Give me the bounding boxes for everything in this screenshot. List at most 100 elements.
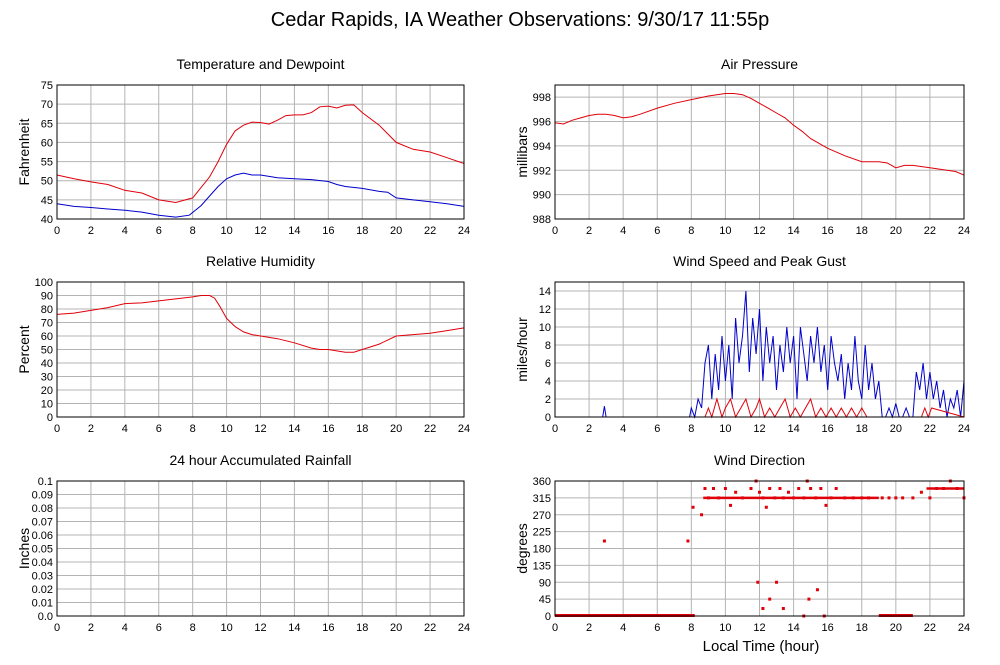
wind-y-tick-label: 12 bbox=[539, 304, 551, 316]
pressure-y-tick-label: 996 bbox=[533, 117, 551, 129]
humidity-y-tick-label: 20 bbox=[41, 385, 53, 397]
direction-x-tick-label: 6 bbox=[654, 622, 660, 634]
rain-y-tick-label: 0.0 bbox=[38, 611, 53, 623]
humidity-x-tick-label: 4 bbox=[122, 423, 128, 435]
pressure-chart-title: Air Pressure bbox=[721, 56, 798, 72]
temp-x-tick-label: 4 bbox=[122, 225, 128, 237]
pressure-x-tick-label: 2 bbox=[586, 225, 592, 237]
direction-x-tick-label: 12 bbox=[753, 622, 765, 634]
wind-y-tick-label: 8 bbox=[545, 340, 551, 352]
wind-chart-title: Wind Speed and Peak Gust bbox=[673, 253, 846, 269]
pressure-x-tick-label: 22 bbox=[924, 225, 936, 237]
humidity-chart-title: Relative Humidity bbox=[206, 253, 315, 269]
rain-x-tick-label: 24 bbox=[458, 622, 470, 634]
direction-x-tick-label: 22 bbox=[924, 622, 936, 634]
wind-x-tick-label: 2 bbox=[586, 423, 592, 435]
rain-x-tick-label: 8 bbox=[190, 622, 196, 634]
humidity-y-tick-label: 60 bbox=[41, 331, 53, 343]
direction-point bbox=[834, 487, 838, 490]
direction-x-tick-label: 18 bbox=[856, 622, 868, 634]
pressure-x-tick-label: 20 bbox=[890, 225, 902, 237]
rain-y-tick-label: 0.04 bbox=[32, 557, 53, 569]
rain-x-tick-label: 14 bbox=[288, 622, 300, 634]
temp-x-tick-label: 2 bbox=[88, 225, 94, 237]
temp-chart-title: Temperature and Dewpoint bbox=[176, 56, 344, 72]
direction-point bbox=[807, 597, 811, 601]
direction-y-tick-label: 135 bbox=[533, 560, 551, 572]
wind-x-tick-label: 14 bbox=[787, 423, 799, 435]
pressure-x-tick-label: 10 bbox=[719, 225, 731, 237]
humidity-x-tick-label: 12 bbox=[254, 423, 266, 435]
direction-point bbox=[928, 496, 932, 500]
wind-x-tick-label: 16 bbox=[822, 423, 834, 435]
wind-x-tick-label: 6 bbox=[654, 423, 660, 435]
temp-x-tick-label: 8 bbox=[190, 225, 196, 237]
wind-x-tick-label: 0 bbox=[552, 423, 558, 435]
direction-x-tick-label: 14 bbox=[787, 622, 799, 634]
direction-x-tick-label: 16 bbox=[822, 622, 834, 634]
rain-y-axis-label: Inches bbox=[16, 528, 32, 569]
rain-y-tick-label: 0.03 bbox=[32, 571, 53, 583]
rain-x-tick-label: 4 bbox=[122, 622, 128, 634]
pressure-series-0-line bbox=[554, 93, 965, 176]
direction-x-tick-label: 20 bbox=[890, 622, 902, 634]
temp-chart: Temperature and DewpointFahrenheit404550… bbox=[16, 56, 470, 237]
rain-x-tick-label: 20 bbox=[390, 622, 402, 634]
humidity-x-tick-label: 16 bbox=[322, 423, 334, 435]
humidity-x-tick-label: 24 bbox=[458, 423, 470, 435]
wind-plot-frame bbox=[554, 281, 965, 418]
pressure-x-tick-label: 6 bbox=[654, 225, 660, 237]
rain-x-tick-label: 6 bbox=[156, 622, 162, 634]
humidity-x-tick-label: 14 bbox=[288, 423, 300, 435]
temp-series-1-line bbox=[56, 172, 465, 218]
direction-x-tick-label: 10 bbox=[719, 622, 731, 634]
pressure-y-tick-label: 998 bbox=[533, 92, 551, 104]
temp-y-tick-label: 55 bbox=[41, 157, 53, 169]
rain-y-tick-label: 0.1 bbox=[38, 476, 53, 488]
direction-y-tick-label: 45 bbox=[539, 594, 551, 606]
direction-point bbox=[819, 487, 823, 490]
direction-x-tick-label: 0 bbox=[552, 622, 558, 634]
humidity-x-tick-label: 18 bbox=[356, 423, 368, 435]
wind-x-tick-label: 20 bbox=[890, 423, 902, 435]
wind-y-tick-label: 2 bbox=[545, 394, 551, 406]
wind-x-tick-label: 10 bbox=[719, 423, 731, 435]
wind-y-tick-label: 4 bbox=[545, 376, 551, 388]
rain-y-tick-label: 0.02 bbox=[32, 584, 53, 596]
temp-y-tick-label: 65 bbox=[41, 118, 53, 130]
direction-y-tick-label: 0 bbox=[545, 611, 551, 623]
wind-x-tick-label: 18 bbox=[856, 423, 868, 435]
direction-point bbox=[749, 487, 753, 490]
wind-y-axis-label: miles/hour bbox=[514, 317, 530, 382]
wind-x-tick-label: 8 bbox=[688, 423, 694, 435]
pressure-x-tick-label: 8 bbox=[688, 225, 694, 237]
pressure-x-tick-label: 18 bbox=[856, 225, 868, 237]
rain-x-tick-label: 2 bbox=[88, 622, 94, 634]
direction-chart: Wind Directiondegrees0459013518022527031… bbox=[514, 452, 970, 634]
temp-y-tick-label: 45 bbox=[41, 195, 53, 207]
direction-y-tick-label: 180 bbox=[533, 544, 551, 556]
humidity-y-tick-label: 0 bbox=[47, 412, 53, 424]
temp-x-tick-label: 10 bbox=[220, 225, 232, 237]
direction-point bbox=[723, 487, 727, 490]
direction-point bbox=[809, 487, 813, 490]
direction-point bbox=[729, 503, 733, 507]
direction-point bbox=[686, 539, 690, 543]
pressure-y-tick-label: 988 bbox=[533, 214, 551, 226]
rain-y-tick-label: 0.01 bbox=[32, 598, 53, 610]
temp-x-tick-label: 20 bbox=[390, 225, 402, 237]
pressure-y-tick-label: 992 bbox=[533, 165, 551, 177]
page-title: Cedar Rapids, IA Weather Observations: 9… bbox=[271, 9, 769, 31]
direction-point bbox=[734, 490, 738, 494]
rain-chart-title: 24 hour Accumulated Rainfall bbox=[169, 452, 351, 468]
direction-y-axis-label: degrees bbox=[514, 523, 530, 574]
rain-chart: 24 hour Accumulated RainfallInches0.00.0… bbox=[16, 452, 470, 634]
pressure-y-axis-label: millibars bbox=[514, 126, 530, 177]
direction-point bbox=[768, 487, 772, 490]
humidity-plot-frame bbox=[56, 281, 465, 418]
rain-y-tick-label: 0.05 bbox=[32, 544, 53, 556]
humidity-y-tick-label: 50 bbox=[41, 345, 53, 357]
rain-x-tick-label: 18 bbox=[356, 622, 368, 634]
wind-x-tick-label: 12 bbox=[753, 423, 765, 435]
temp-y-tick-label: 40 bbox=[41, 214, 53, 226]
